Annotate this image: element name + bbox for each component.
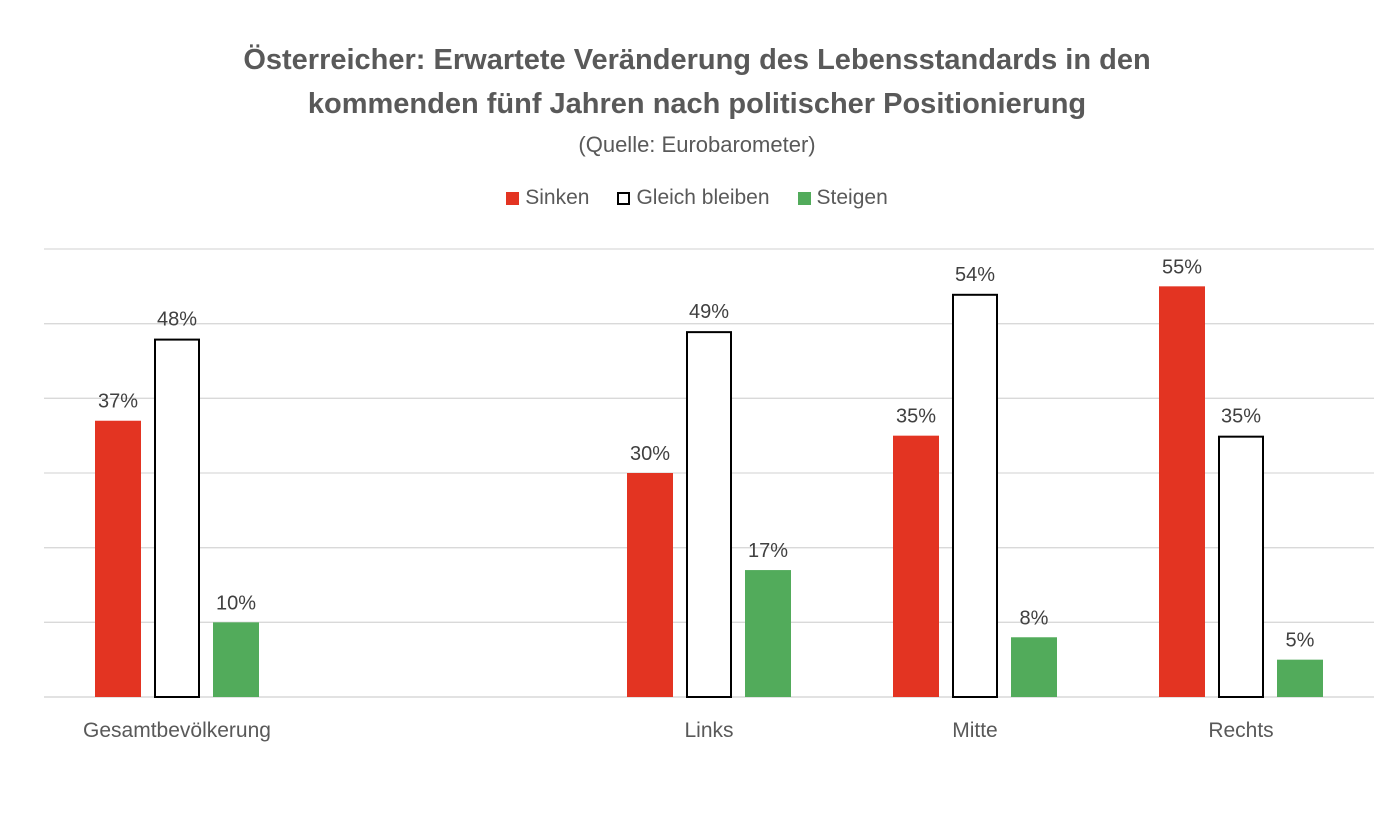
x-tick-label: Mitte bbox=[952, 719, 998, 742]
legend-item-sinken: Sinken bbox=[506, 186, 589, 210]
x-tick-label: Links bbox=[684, 719, 733, 742]
bar-steigen bbox=[1011, 637, 1057, 697]
data-label: 30% bbox=[630, 443, 670, 465]
data-label: 48% bbox=[157, 309, 197, 331]
bar-sinken bbox=[627, 473, 673, 697]
bar-sinken bbox=[95, 420, 141, 697]
bar-sinken bbox=[893, 435, 939, 697]
data-label: 17% bbox=[748, 540, 788, 562]
legend-item-gleich-bleiben: Gleich bleiben bbox=[617, 186, 770, 210]
legend-item-steigen: Steigen bbox=[797, 186, 888, 210]
data-label: 54% bbox=[955, 264, 995, 286]
chart-title-line2: kommenden fünf Jahren nach politischer P… bbox=[307, 88, 1087, 120]
chart-title: Österreicher: Erwartete Veränderung des … bbox=[243, 44, 1151, 76]
legend-label: Sinken bbox=[525, 186, 590, 209]
bar-gleich-bleiben bbox=[952, 293, 998, 698]
legend-label: Gleich bleiben bbox=[636, 186, 770, 209]
data-label: 5% bbox=[1286, 630, 1315, 652]
bar-sinken bbox=[1159, 286, 1205, 697]
bar-steigen bbox=[213, 622, 259, 697]
data-label: 37% bbox=[98, 391, 138, 413]
x-tick-label: Rechts bbox=[1208, 719, 1273, 742]
data-label: 55% bbox=[1162, 256, 1202, 278]
bar-gleich-bleiben bbox=[1218, 435, 1264, 698]
data-label: 8% bbox=[1020, 607, 1049, 629]
data-label: 35% bbox=[1221, 406, 1261, 428]
legend: Sinken Gleich bleiben Steigen bbox=[0, 186, 1394, 210]
legend-label: Steigen bbox=[816, 186, 888, 209]
legend-swatch bbox=[617, 191, 631, 205]
bar-gleich-bleiben bbox=[154, 338, 200, 698]
data-label: 49% bbox=[689, 301, 729, 323]
bar-steigen bbox=[1277, 659, 1323, 697]
data-label: 10% bbox=[216, 592, 256, 614]
legend-swatch bbox=[797, 191, 811, 205]
chart-subtitle: (Quelle: Eurobarometer) bbox=[578, 132, 816, 157]
bar-gleich-bleiben bbox=[686, 331, 732, 698]
data-label: 35% bbox=[896, 406, 936, 428]
legend-swatch bbox=[506, 191, 520, 205]
bar-steigen bbox=[745, 570, 791, 697]
x-tick-label: Gesamtbevölkerung bbox=[83, 719, 271, 742]
